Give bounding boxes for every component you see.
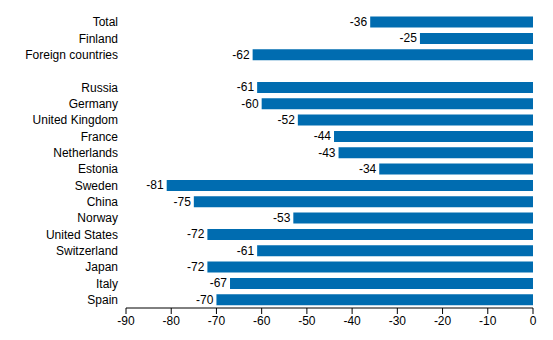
- svg-text:Russia: Russia: [81, 81, 118, 95]
- svg-text:-75: -75: [173, 195, 191, 209]
- svg-text:-90: -90: [117, 314, 135, 328]
- svg-text:-20: -20: [434, 314, 452, 328]
- svg-text:France: France: [81, 130, 119, 144]
- svg-text:-34: -34: [359, 162, 377, 176]
- svg-text:United States: United States: [46, 228, 118, 242]
- svg-text:-10: -10: [479, 314, 497, 328]
- svg-text:China: China: [87, 195, 119, 209]
- svg-text:-30: -30: [389, 314, 407, 328]
- svg-text:-81: -81: [146, 178, 164, 192]
- svg-text:-61: -61: [237, 80, 255, 94]
- svg-text:-72: -72: [187, 227, 205, 241]
- svg-text:Foreign countries: Foreign countries: [25, 48, 118, 62]
- svg-text:Italy: Italy: [96, 277, 118, 291]
- svg-text:-50: -50: [298, 314, 316, 328]
- svg-text:0: 0: [530, 314, 537, 328]
- svg-text:Spain: Spain: [87, 293, 118, 307]
- svg-text:Netherlands: Netherlands: [53, 146, 118, 160]
- svg-text:-61: -61: [237, 244, 255, 258]
- svg-text:Sweden: Sweden: [75, 179, 118, 193]
- svg-text:-60: -60: [253, 314, 271, 328]
- svg-text:Norway: Norway: [77, 211, 118, 225]
- svg-text:-52: -52: [278, 113, 296, 127]
- svg-text:-72: -72: [187, 260, 205, 274]
- svg-text:-60: -60: [241, 97, 259, 111]
- svg-text:-40: -40: [343, 314, 361, 328]
- svg-text:-44: -44: [314, 129, 332, 143]
- svg-text:Germany: Germany: [69, 97, 118, 111]
- svg-text:-70: -70: [208, 314, 226, 328]
- svg-text:Switzerland: Switzerland: [56, 244, 118, 258]
- svg-text:Finland: Finland: [79, 32, 118, 46]
- svg-text:-53: -53: [273, 211, 291, 225]
- svg-text:United Kingdom: United Kingdom: [33, 113, 118, 127]
- svg-text:-67: -67: [210, 276, 228, 290]
- svg-text:-62: -62: [232, 48, 250, 62]
- svg-text:-43: -43: [318, 146, 336, 160]
- svg-text:Total: Total: [93, 15, 118, 29]
- svg-text:-36: -36: [350, 15, 368, 29]
- svg-text:Japan: Japan: [85, 260, 118, 274]
- svg-text:-70: -70: [196, 293, 214, 307]
- svg-text:Estonia: Estonia: [78, 162, 118, 176]
- svg-text:-80: -80: [163, 314, 181, 328]
- svg-text:-25: -25: [400, 31, 418, 45]
